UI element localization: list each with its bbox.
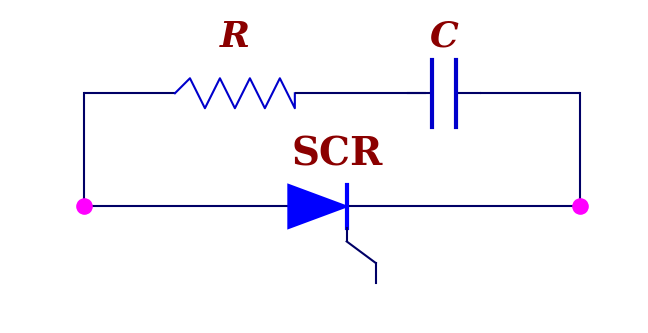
Text: C: C <box>430 20 458 54</box>
Point <box>79 204 89 209</box>
Polygon shape <box>288 185 347 228</box>
Text: R: R <box>220 20 250 54</box>
Point <box>575 204 585 209</box>
Text: SCR: SCR <box>291 136 383 174</box>
